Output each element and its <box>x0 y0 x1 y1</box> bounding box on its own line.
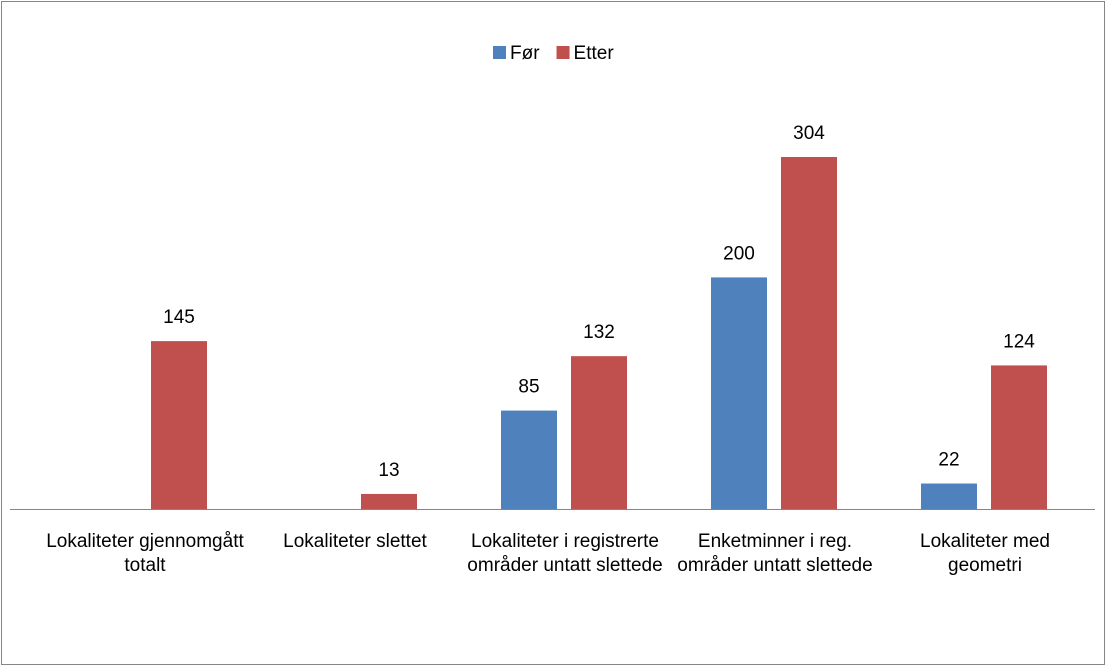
x-tick-label: Lokaliteter slettet <box>283 531 427 552</box>
x-tick-label: Lokaliteter gjennomgått totalt <box>46 531 244 576</box>
value-label: 13 <box>378 460 399 481</box>
bar <box>501 410 557 509</box>
x-tick-label: Lokaliteter med geometri <box>920 531 1050 576</box>
bar <box>571 356 627 509</box>
legend-swatch <box>493 46 506 59</box>
bar <box>151 341 207 509</box>
bar <box>711 277 767 509</box>
bar <box>781 157 837 509</box>
bar <box>361 493 417 509</box>
value-label: 200 <box>723 243 755 264</box>
x-tick-label: Lokaliteter i registrerte områder untatt… <box>467 531 663 576</box>
bar <box>921 483 977 509</box>
value-label: 304 <box>793 123 825 144</box>
value-label: 85 <box>518 377 539 398</box>
legend-label: Etter <box>574 43 615 64</box>
legend-label: Før <box>510 43 540 64</box>
bar <box>991 365 1047 509</box>
value-label: 22 <box>938 450 959 471</box>
value-label: 145 <box>163 307 195 328</box>
value-label: 124 <box>1003 331 1035 352</box>
legend-swatch <box>556 46 570 59</box>
value-label: 132 <box>583 322 615 343</box>
x-tick-label: Enketminner i reg. områder untatt slette… <box>677 531 873 576</box>
